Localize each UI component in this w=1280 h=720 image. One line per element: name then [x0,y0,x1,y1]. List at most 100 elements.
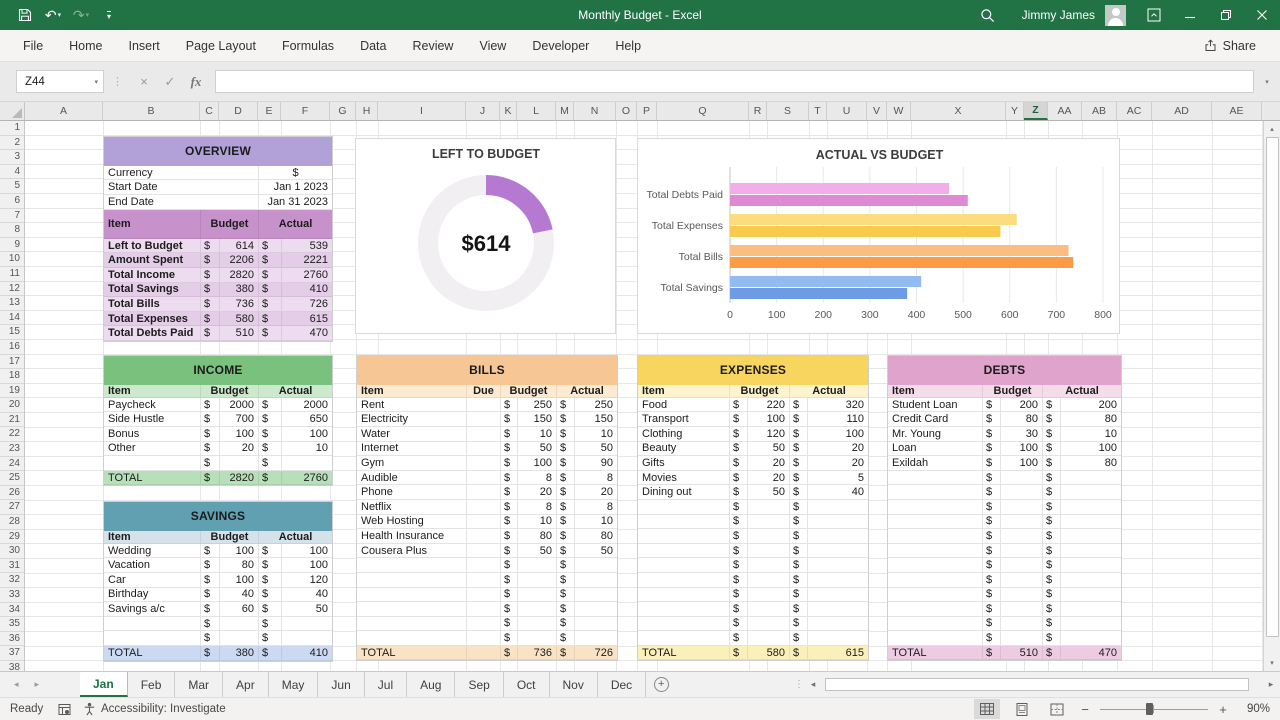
cell[interactable] [888,602,983,617]
cell[interactable] [808,558,868,573]
cell[interactable]: $ [983,397,1001,413]
zoom-in-button[interactable]: + [1219,701,1227,717]
cell[interactable]: $ [983,499,1001,515]
sheet-tab-feb[interactable]: Feb [128,672,176,697]
cell[interactable]: Total Income [104,267,201,283]
ribbon-tab-view[interactable]: View [479,38,507,53]
cell[interactable]: $ [201,631,220,646]
cell[interactable]: Paycheck [104,397,201,413]
cell[interactable]: $ [557,412,575,427]
cell[interactable]: $ [557,631,575,646]
cell[interactable] [357,587,467,603]
formula-bar-collapse-icon[interactable]: ▾ [1265,78,1269,86]
cell[interactable]: $ [259,645,282,661]
cell[interactable]: $ [501,514,518,530]
cell[interactable]: Gym [357,456,467,471]
cell[interactable]: Bonus [104,426,201,442]
cell[interactable]: 615 [808,646,868,661]
cell[interactable] [808,631,868,646]
cell[interactable]: 100 [1061,442,1121,457]
cell[interactable]: 2000 [220,397,259,413]
cell[interactable]: $ [1043,514,1061,530]
column-header-i[interactable]: I [378,102,466,120]
column-header-e[interactable]: E [258,102,281,120]
search-button[interactable] [970,0,1006,30]
cell[interactable]: 320 [808,398,868,413]
cell[interactable]: $ [983,456,1001,471]
cell[interactable]: Internet [357,441,467,457]
column-header-s[interactable]: S [767,102,809,120]
cell[interactable] [888,631,983,646]
cell[interactable] [467,645,501,661]
cell[interactable]: $ [201,253,220,268]
row-header-25[interactable]: 25 [0,471,24,486]
cell[interactable] [638,631,730,646]
cell[interactable] [467,456,501,471]
cell[interactable]: Food [638,397,730,413]
left-to-budget-chart[interactable]: LEFT TO BUDGET $614 [355,138,616,334]
sheet-tab-oct[interactable]: Oct [504,672,550,697]
cell[interactable] [888,470,983,486]
column-header-l[interactable]: L [517,102,556,120]
cell[interactable]: 2760 [282,268,332,283]
cell[interactable]: $ [201,616,220,632]
cell[interactable] [888,558,983,573]
cell[interactable] [220,616,259,632]
cell[interactable]: Budget [730,384,790,398]
cell[interactable]: 2760 [282,471,332,486]
cell[interactable]: 615 [282,312,332,327]
cell[interactable]: 736 [220,297,259,312]
name-box[interactable]: Z44 ▾ [16,70,104,93]
cell[interactable] [518,558,557,573]
column-header-n[interactable]: N [574,102,616,120]
column-header-o[interactable]: O [616,102,637,120]
row-header-28[interactable]: 28 [0,515,24,530]
cell[interactable]: 100 [282,544,332,559]
cell[interactable]: TOTAL [357,645,467,661]
cell[interactable]: 2820 [220,470,259,486]
cell[interactable]: 100 [808,427,868,442]
cell[interactable] [1001,485,1043,500]
row-header-23[interactable]: 23 [0,442,24,457]
cell[interactable]: $ [983,572,1001,588]
row-header-35[interactable]: 35 [0,617,24,632]
scroll-right-icon[interactable]: ▸ [1268,679,1274,689]
cell[interactable]: $ [201,441,220,457]
cell[interactable]: $ [983,631,1001,646]
cell[interactable]: 50 [518,441,557,457]
column-header-d[interactable]: D [219,102,258,120]
cell[interactable]: $ [730,529,748,544]
cell[interactable]: Total Savings [104,282,201,298]
cell[interactable]: $ [790,631,808,646]
cell[interactable]: 10 [575,515,617,530]
cell[interactable]: 20 [575,485,617,500]
cell[interactable]: Phone [357,485,467,500]
cell[interactable]: $ [501,602,518,617]
cell[interactable]: 410 [282,646,332,661]
cell[interactable]: $ [259,602,282,617]
sheet-tab-nov[interactable]: Nov [550,672,598,697]
cell[interactable]: $ [730,426,748,442]
cell[interactable] [638,616,730,632]
cell[interactable]: $ [1043,485,1061,500]
cell[interactable]: Due [467,384,501,398]
sheet-tab-apr[interactable]: Apr [223,672,269,697]
cell[interactable]: $ [730,485,748,500]
cell[interactable] [357,558,467,573]
cell[interactable]: $ [557,587,575,603]
cell[interactable]: Rent [357,397,467,413]
cell[interactable]: 20 [220,441,259,457]
cell[interactable]: 614 [220,238,259,254]
cell[interactable]: $ [259,616,282,632]
cell[interactable]: $ [201,412,220,427]
row-header-32[interactable]: 32 [0,573,24,588]
undo-button[interactable]: ↶ ▾ [40,3,66,27]
column-header-k[interactable]: K [500,102,517,120]
cell[interactable]: 8 [575,471,617,486]
cell[interactable]: Actual [790,385,868,398]
cell[interactable]: 736 [518,645,557,661]
column-header-ae[interactable]: AE [1212,102,1262,120]
cell[interactable]: $ [557,397,575,413]
cell[interactable] [575,588,617,603]
cell[interactable] [1061,558,1121,573]
